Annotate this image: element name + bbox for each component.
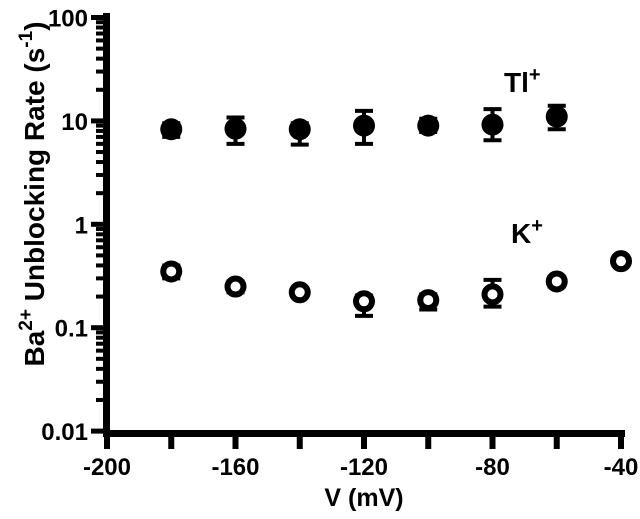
data-point-marker-k [353, 290, 375, 313]
y-minor-tick [96, 397, 104, 402]
y-axis-line [103, 13, 110, 437]
y-tick-label: 100 [48, 6, 88, 33]
x-tick [618, 437, 624, 449]
y-tick-label: 0.1 [55, 316, 88, 343]
x-tick-label: -40 [604, 454, 639, 481]
x-tick-label: -120 [340, 454, 388, 481]
data-point-marker-tl [288, 118, 311, 141]
y-major-tick [91, 118, 104, 124]
y-minor-tick [96, 56, 104, 61]
x-axis-line [103, 430, 625, 437]
data-point-marker-k [481, 283, 504, 306]
x-tick-label: -160 [211, 454, 259, 481]
x-tick [168, 437, 175, 449]
y-axis: 100 10 1 0.1 0.01 [41, 6, 110, 446]
y-minor-tick [96, 191, 104, 196]
y-minor-tick [96, 348, 104, 353]
x-tick-label: -80 [475, 454, 510, 481]
y-minor-tick [96, 253, 104, 258]
y-minor-tick [96, 134, 104, 139]
y-minor-tick [96, 38, 104, 43]
x-tick [489, 437, 496, 449]
y-minor-tick [96, 160, 104, 165]
y-major-tick [91, 221, 104, 227]
x-tick [361, 437, 367, 449]
data-point-marker-tl [353, 114, 375, 137]
y-minor-tick [96, 46, 104, 51]
y-minor-tick [96, 172, 104, 177]
series-label-tl: Tl+ [504, 64, 541, 98]
y-tick-label: 10 [61, 109, 88, 136]
y-minor-tick [96, 245, 104, 250]
data-point-marker-tl [224, 117, 247, 140]
y-major-tick [91, 15, 104, 20]
data-point-marker-k [610, 250, 632, 273]
y-minor-tick [96, 123, 104, 128]
data-point-marker-tl [545, 105, 568, 128]
series-k: K+ [160, 215, 632, 318]
y-minor-tick [96, 335, 104, 340]
data-point-marker-tl [417, 114, 440, 137]
y-minor-tick [96, 238, 104, 243]
y-minor-tick [96, 25, 104, 30]
series-tl: Tl+ [160, 64, 568, 147]
x-axis: -200 -160 -120 -80 -40 [83, 430, 638, 481]
data-point-marker-tl [481, 113, 504, 136]
y-minor-tick [96, 341, 104, 346]
series-label-k: K+ [511, 215, 543, 249]
y-minor-tick [96, 69, 104, 74]
y-minor-tick [96, 128, 104, 133]
x-tick [232, 437, 239, 449]
x-axis-title: V (mV) [324, 484, 403, 512]
y-minor-tick [96, 20, 104, 25]
x-tick [104, 437, 110, 449]
y-major-tick [91, 428, 104, 434]
data-point-marker-k [417, 289, 440, 312]
data-point-marker-k [224, 275, 247, 298]
y-minor-tick [96, 294, 104, 299]
x-tick [553, 437, 560, 449]
data-point-marker-k [160, 260, 183, 283]
y-tick-label: 0.01 [41, 419, 88, 446]
y-axis-title: Ba2+ Unblocking Rate (s-1) [16, 21, 50, 366]
x-tick-label: -200 [83, 454, 131, 481]
y-minor-tick [96, 141, 104, 146]
data-point-marker-k [288, 281, 311, 304]
y-minor-tick [96, 379, 104, 384]
x-tick [425, 437, 432, 449]
y-minor-tick [96, 330, 104, 335]
x-tick [296, 437, 303, 449]
y-minor-tick [96, 227, 104, 232]
y-major-tick [91, 325, 104, 331]
y-minor-tick [96, 366, 104, 371]
y-minor-tick [96, 31, 104, 36]
data-point-marker-k [545, 270, 568, 293]
y-minor-tick [96, 276, 104, 281]
y-minor-tick [96, 263, 104, 268]
y-minor-tick [96, 150, 104, 155]
data-point-marker-tl [160, 118, 183, 141]
y-tick-label: 1 [75, 212, 88, 239]
y-minor-tick [96, 356, 104, 361]
y-minor-tick [96, 87, 104, 92]
y-minor-tick [96, 232, 104, 237]
